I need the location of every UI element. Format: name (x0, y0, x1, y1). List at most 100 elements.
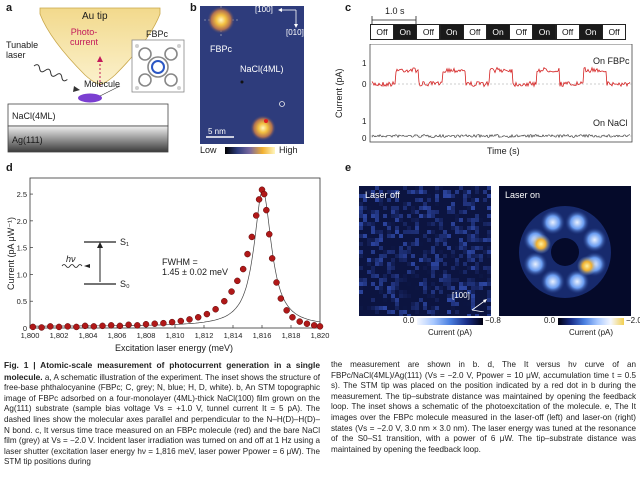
off-map-noise (379, 238, 383, 242)
colorbar-low: Low (200, 145, 217, 155)
off-map-noise (443, 274, 447, 278)
off-map-noise (483, 198, 487, 202)
off-map-noise (471, 290, 475, 294)
d-data-point (234, 277, 241, 285)
shutter-state-2: Off (416, 24, 441, 40)
off-map-noise (439, 186, 443, 190)
d-data-point (168, 318, 176, 326)
off-cbar-tick-1: −0.8 (485, 316, 501, 325)
shutter-state-5: On (486, 24, 511, 40)
off-map-noise (451, 258, 455, 262)
e-dir-arrows (471, 299, 487, 312)
d-xtick-label: 1,802 (50, 331, 69, 340)
d-data-point (64, 323, 71, 330)
off-map-noise (395, 286, 399, 290)
off-map-noise (395, 210, 399, 214)
off-map-noise (443, 278, 447, 282)
off-map-noise (371, 210, 375, 214)
off-map-noise (451, 294, 455, 298)
off-map-noise (463, 190, 467, 194)
off-map-noise (395, 314, 399, 316)
off-map-noise (423, 266, 427, 270)
colorbar-high: High (279, 145, 298, 155)
off-map-noise (435, 210, 439, 214)
ag-layer (7, 125, 169, 153)
off-map-noise (435, 298, 439, 302)
d-xtick-label: 1,814 (224, 331, 243, 340)
off-map-noise (411, 190, 415, 194)
off-map-noise (479, 254, 483, 258)
off-map-noise (475, 266, 479, 270)
off-map-noise (467, 218, 471, 222)
d-data-point (244, 250, 251, 258)
off-map-noise (367, 222, 371, 226)
off-map-noise (375, 230, 379, 234)
off-map-noise (471, 202, 475, 206)
off-map-noise (471, 306, 475, 310)
off-map-noise (431, 210, 435, 214)
off-map-noise (371, 298, 375, 302)
off-map-noise (359, 234, 363, 238)
d-data-point (38, 324, 45, 331)
off-map-noise (471, 250, 475, 254)
off-map-noise (371, 194, 375, 198)
off-map-noise (375, 274, 379, 278)
s1-label: S₁ (120, 237, 130, 247)
off-map-noise (407, 190, 411, 194)
off-map-noise (415, 230, 419, 234)
off-map-noise (403, 298, 407, 302)
off-map-noise (471, 302, 475, 306)
off-map-noise (359, 254, 363, 258)
off-map-noise (407, 250, 411, 254)
off-map-noise (359, 214, 363, 218)
d-data-point (252, 212, 260, 219)
off-map-noise (367, 262, 371, 266)
d-data-point (194, 314, 202, 321)
off-map-noise (403, 186, 407, 190)
off-map-noise (415, 302, 419, 306)
off-map-noise (467, 254, 471, 258)
c-ytick-bot-0: 0 (362, 134, 367, 143)
d-data-point (273, 279, 280, 286)
off-map-noise (391, 194, 395, 198)
off-map-noise (475, 314, 479, 316)
off-map-noise (375, 218, 379, 222)
off-map-noise (435, 186, 439, 190)
off-map-noise (391, 262, 395, 266)
shutter-state-6: Off (509, 24, 534, 40)
off-map-noise (375, 262, 379, 266)
fbpc-blob (207, 6, 235, 34)
fwhm-label: FWHM = 1.45 ± 0.02 meV (162, 257, 228, 277)
off-map-noise (379, 282, 383, 286)
off-map-noise (423, 254, 427, 258)
d-data-point (260, 190, 268, 198)
off-map-noise (427, 238, 431, 242)
panel-label-d: d (6, 162, 13, 174)
off-map-noise (411, 206, 415, 210)
laser-off-label: Laser off (365, 190, 400, 200)
off-map-noise (403, 306, 407, 310)
off-map-noise (471, 234, 475, 238)
off-map-noise (371, 222, 375, 226)
off-map-noise (431, 310, 435, 314)
off-map-noise (483, 266, 487, 270)
laser-wave (33, 64, 68, 82)
off-map-noise (435, 234, 439, 238)
off-map-noise (359, 226, 363, 230)
panel-c-xlabel: Time (s) (487, 146, 520, 156)
off-map-noise (435, 238, 439, 242)
off-map-noise (371, 250, 375, 254)
d-ytick-label: 1.5 (17, 244, 27, 253)
off-map-noise (447, 294, 451, 298)
d-xtick-label: 1,812 (195, 331, 214, 340)
second-molecule-blob (250, 115, 276, 141)
off-map-noise (383, 306, 387, 310)
off-map-noise (383, 250, 387, 254)
off-map-noise (411, 218, 415, 222)
off-map-noise (435, 218, 439, 222)
off-map-noise (435, 258, 439, 262)
off-map-noise (447, 234, 451, 238)
off-map-noise (443, 254, 447, 258)
off-map-noise (455, 198, 459, 202)
panel-c-ylabel: Current (pA) (334, 68, 344, 118)
